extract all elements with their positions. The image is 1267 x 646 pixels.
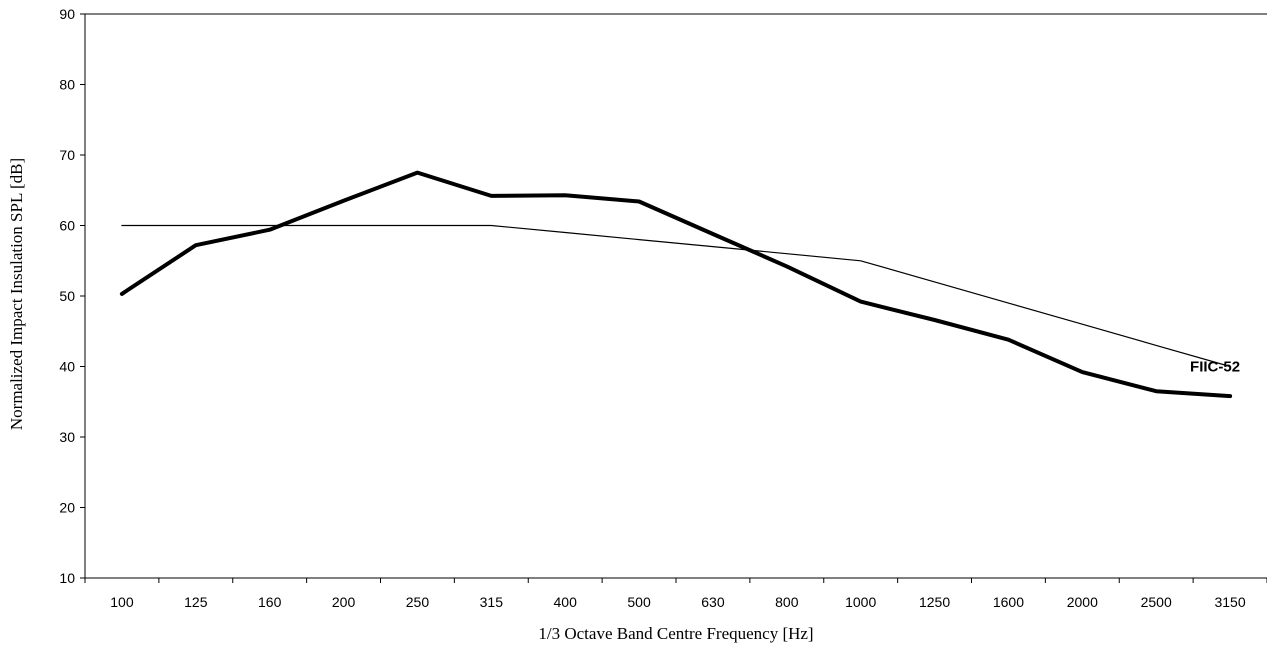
y-axis-title: Normalized Impact Insulation SPL [dB] — [7, 158, 26, 430]
x-tick-label: 500 — [627, 594, 651, 610]
y-tick-label: 40 — [59, 359, 75, 375]
x-axis-title: 1/3 Octave Band Centre Frequency [Hz] — [538, 624, 813, 643]
x-tick-label: 800 — [775, 594, 799, 610]
y-tick-label: 90 — [59, 6, 75, 22]
x-tick-label: 125 — [184, 594, 208, 610]
x-tick-label: 250 — [406, 594, 430, 610]
x-tick-label: 1250 — [919, 594, 950, 610]
x-tick-label: 1600 — [993, 594, 1024, 610]
series-line-measured — [119, 170, 1233, 399]
annotation-label: FIIC-52 — [1190, 359, 1240, 376]
axis-layer: 10 20 30 40 50 60 70 80 90 100 125 160 200 250 315 400 5… — [59, 6, 1267, 610]
y-tick-label: 30 — [59, 429, 75, 445]
x-tick-label: 200 — [332, 594, 356, 610]
x-tick-label: 160 — [258, 594, 282, 610]
annotation-layer: FIIC-52 — [1190, 359, 1240, 376]
x-tick-label: 315 — [480, 594, 504, 610]
x-tick-label: 2000 — [1067, 594, 1098, 610]
x-tick-label: 100 — [110, 594, 134, 610]
x-tick-label: 1000 — [845, 594, 876, 610]
series-layer — [119, 170, 1233, 399]
x-tick-label: 400 — [554, 594, 578, 610]
series-line-reference — [121, 224, 1231, 368]
y-tick-label: 60 — [59, 218, 75, 234]
x-tick-label: 630 — [701, 594, 725, 610]
x-tick-label: 2500 — [1141, 594, 1172, 610]
y-tick-label: 70 — [59, 147, 75, 163]
y-tick-label: 80 — [59, 77, 75, 93]
y-tick-label: 10 — [59, 570, 75, 586]
y-tick-label: 50 — [59, 288, 75, 304]
x-tick-label: 3150 — [1214, 594, 1245, 610]
plot-area — [84, 13, 1267, 579]
y-tick-label: 20 — [59, 500, 75, 516]
